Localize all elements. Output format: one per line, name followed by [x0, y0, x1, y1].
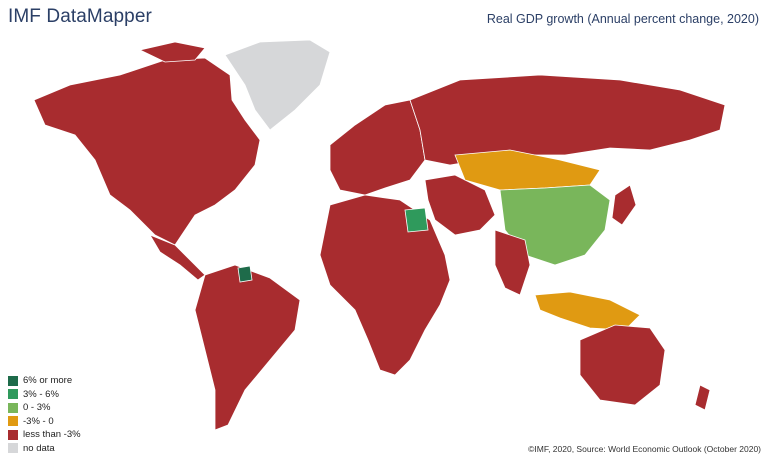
legend-swatch [8, 429, 18, 440]
legend-label: 6% or more [23, 375, 73, 387]
legend-label: no data [23, 442, 55, 454]
region-australia[interactable] [579, 324, 666, 406]
legend-item: less than -3% [8, 428, 81, 442]
region-arctic-islands[interactable] [138, 41, 206, 63]
region-japan[interactable] [611, 184, 637, 226]
legend-swatch [8, 389, 18, 400]
region-mongolia-kazakhstan[interactable] [454, 149, 601, 191]
map-subtitle: Real GDP growth (Annual percent change, … [486, 12, 759, 26]
region-southeast-asia[interactable] [534, 291, 641, 331]
app-title: IMF DataMapper [8, 6, 152, 27]
region-india[interactable] [494, 229, 531, 296]
region-africa[interactable] [319, 194, 451, 376]
legend-item: 6% or more [8, 374, 81, 388]
map-legend: 6% or more 3% - 6% 0 - 3% -3% - 0 less t… [8, 374, 81, 455]
legend-swatch [8, 416, 18, 427]
legend-swatch [8, 375, 18, 386]
region-south-america[interactable] [194, 264, 301, 431]
legend-item: -3% - 0 [8, 415, 81, 429]
region-egypt[interactable] [404, 207, 429, 233]
legend-item: 0 - 3% [8, 401, 81, 415]
legend-swatch [8, 402, 18, 413]
region-new-zealand[interactable] [694, 384, 711, 411]
region-russia[interactable] [409, 74, 726, 166]
legend-swatch [8, 443, 18, 454]
region-north-america[interactable] [33, 57, 261, 246]
region-central-america[interactable] [149, 234, 206, 281]
legend-label: 0 - 3% [23, 402, 51, 414]
region-europe[interactable] [329, 99, 426, 196]
legend-label: less than -3% [23, 429, 81, 441]
world-map[interactable] [0, 30, 767, 435]
region-guyana[interactable] [237, 265, 253, 283]
legend-label: 3% - 6% [23, 388, 59, 400]
legend-item: no data [8, 442, 81, 456]
legend-label: -3% - 0 [23, 415, 54, 427]
source-credit: ©IMF, 2020, Source: World Economic Outlo… [528, 444, 761, 454]
region-greenland[interactable] [224, 39, 331, 131]
legend-item: 3% - 6% [8, 388, 81, 402]
